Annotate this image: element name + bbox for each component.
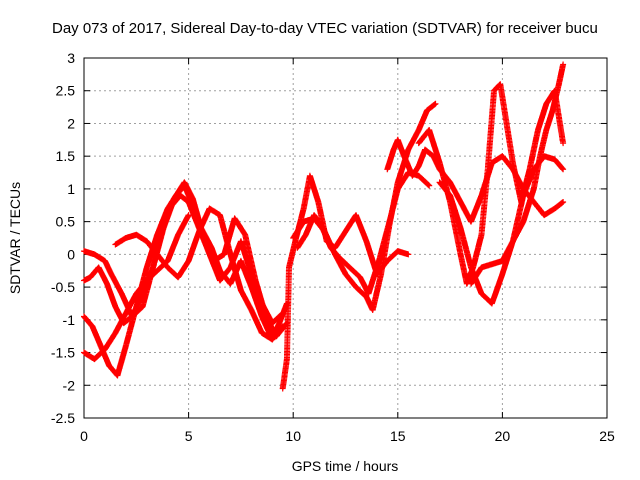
y-tick-label: 1.5 <box>56 148 76 164</box>
x-tick-label: 25 <box>599 428 615 444</box>
data-point-markers <box>81 212 192 363</box>
y-tick-label: 1 <box>67 181 75 197</box>
y-tick-label: -0.5 <box>51 279 75 295</box>
data-points <box>81 61 567 392</box>
x-tick-label: 15 <box>390 428 406 444</box>
y-tick-label: 2.5 <box>56 83 76 99</box>
x-axis-label: GPS time / hours <box>292 458 399 474</box>
plot-frame <box>83 57 608 419</box>
y-tick-label: 0.5 <box>56 214 76 230</box>
y-tick-label: -1 <box>63 312 76 328</box>
series-track-8 <box>294 169 433 297</box>
x-tick-label: 20 <box>495 428 511 444</box>
series-track-1 <box>81 179 290 343</box>
x-tick-label: 10 <box>285 428 301 444</box>
y-tick-label: 2 <box>67 115 75 131</box>
data-point-markers <box>81 192 286 327</box>
y-tick-label: -2 <box>63 377 76 393</box>
chart-title: Day 073 of 2017, Sidereal Day-to-day VTE… <box>52 20 598 37</box>
data-point-markers <box>468 61 567 287</box>
axis-ticks: -2.5 -2 -1.5 -1 -0.5 0 0.5 1 1.5 2 2.5 3 0 5 10 15 20 25 <box>51 50 615 444</box>
x-tick-label: 0 <box>80 428 88 444</box>
series-track-4 <box>112 205 286 343</box>
x-tick-label: 5 <box>185 428 193 444</box>
y-axis-label: SDTVAR / TECUs <box>7 182 23 294</box>
series-track-3 <box>81 192 286 327</box>
series-track-5 <box>81 212 192 363</box>
data-point-markers <box>81 179 290 343</box>
y-tick-label: 0 <box>67 246 75 262</box>
y-tick-label: -2.5 <box>51 410 75 426</box>
y-tick-label: -1.5 <box>51 345 75 361</box>
y-tick-label: 3 <box>67 50 75 66</box>
data-point-markers <box>112 205 286 343</box>
data-point-markers <box>294 169 433 297</box>
series-track-12 <box>468 61 567 287</box>
